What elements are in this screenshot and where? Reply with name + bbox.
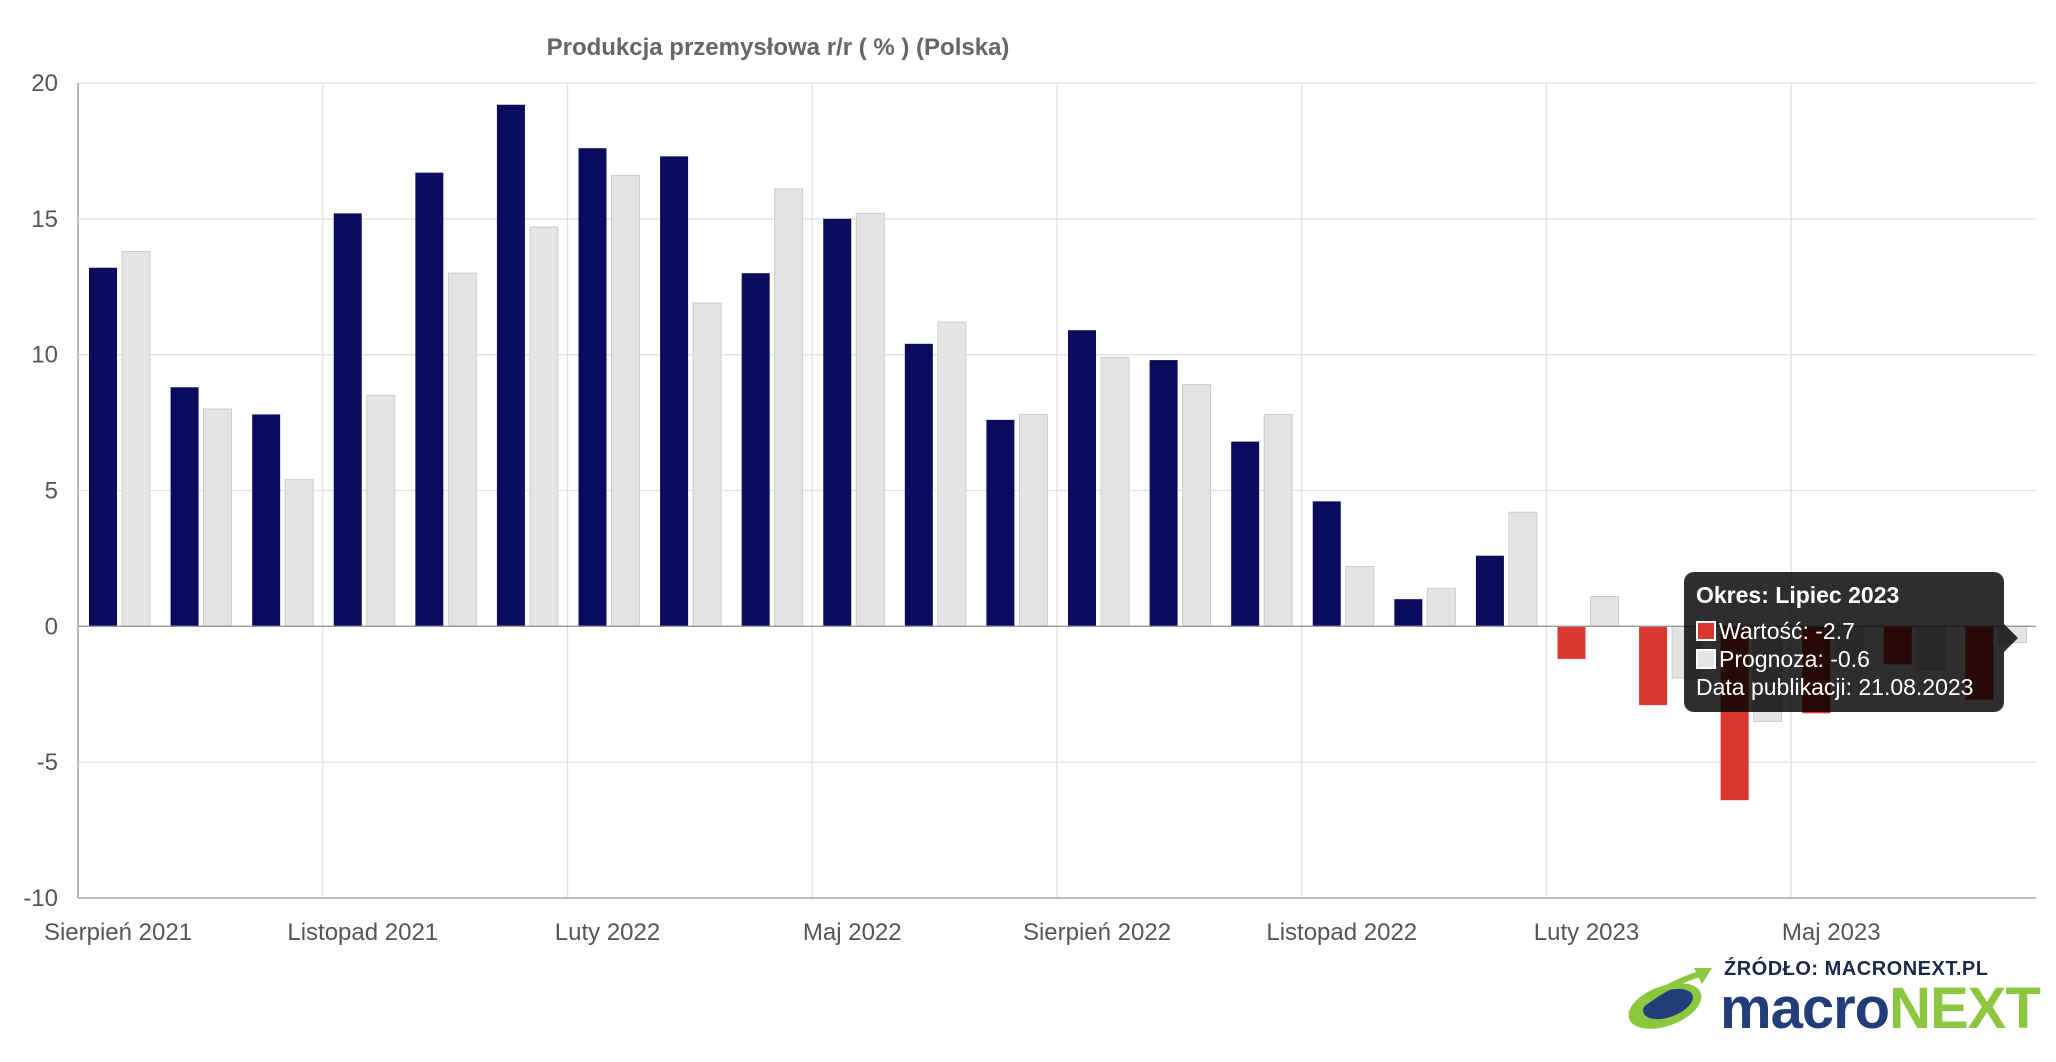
- bar-prognoza: [529, 226, 559, 627]
- bar-wartosc: [823, 218, 852, 627]
- value-swatch-icon: [1696, 621, 1716, 641]
- y-tick-label: 15: [31, 206, 58, 233]
- y-tick-label: 10: [31, 342, 58, 369]
- tooltip-title: Okres: Lipiec 2023: [1696, 582, 1900, 608]
- bar-wartosc: [1068, 330, 1096, 627]
- bar-prognoza: [1263, 413, 1293, 627]
- source-label: ŹRÓDŁO: MACRONEXT.PL: [1724, 958, 1989, 980]
- bar-wartosc: [986, 419, 1015, 627]
- x-tick-label: Maj 2023: [1782, 919, 1881, 946]
- bar-prognoza: [1345, 566, 1375, 627]
- bar-prognoza: [1508, 511, 1538, 627]
- bar-prognoza: [774, 188, 804, 627]
- bar-prognoza: [203, 408, 233, 627]
- bar-prognoza: [1018, 413, 1048, 627]
- bar-wartosc: [496, 104, 525, 627]
- source-branding: ŹRÓDŁO: MACRONEXT.PL macroNEXT: [1620, 958, 2041, 1038]
- bar-wartosc: [660, 156, 689, 627]
- bar-wartosc: [741, 273, 770, 627]
- bar-prognoza: [1182, 384, 1212, 627]
- x-tick-label: Luty 2023: [1534, 919, 1639, 946]
- tooltip-forecast: Prognoza: -0.6: [1719, 646, 1870, 672]
- tooltip-value-row: Wartość: -2.7: [1696, 617, 1992, 645]
- bar-prognoza: [937, 321, 967, 627]
- bar-prognoza: [366, 394, 396, 627]
- chart-tooltip: Okres: Lipiec 2023 Wartość: -2.7 Prognoz…: [1684, 572, 2018, 712]
- x-tick-label: Maj 2022: [803, 919, 902, 946]
- bar-wartosc: [578, 148, 607, 627]
- forecast-swatch-icon: [1696, 649, 1716, 669]
- chart-title: Produkcja przemysłowa r/r ( % ) (Polska): [547, 34, 1010, 61]
- bar-prognoza: [1590, 595, 1619, 627]
- y-tick-label: 20: [31, 70, 58, 97]
- bar-wartosc: [1149, 360, 1178, 627]
- bar-wartosc: [1557, 626, 1586, 659]
- bar-prognoza: [1100, 356, 1130, 627]
- y-tick-label: -10: [23, 885, 58, 912]
- bar-prognoza: [692, 302, 722, 627]
- bar-wartosc: [252, 414, 281, 627]
- y-tick-label: -5: [37, 749, 58, 776]
- bar-prognoza: [121, 250, 151, 627]
- bar-wartosc: [1475, 555, 1504, 627]
- x-tick-label: Luty 2022: [555, 919, 660, 946]
- bar-prognoza: [855, 212, 885, 627]
- x-tick-label: Listopad 2022: [1266, 919, 1417, 946]
- bar-prognoza: [447, 272, 477, 627]
- bar-prognoza: [1426, 587, 1456, 627]
- y-tick-label: 0: [45, 613, 58, 640]
- y-tick-label: 5: [45, 478, 58, 505]
- bar-wartosc: [1639, 626, 1668, 706]
- tooltip-value: Wartość: -2.7: [1719, 618, 1855, 644]
- logo-part-macro: macro: [1720, 976, 1890, 1041]
- x-tick-label: Sierpień 2022: [1023, 919, 1171, 946]
- x-tick-label: Listopad 2021: [287, 919, 438, 946]
- bar-prognoza: [284, 479, 314, 627]
- bar-wartosc: [1394, 599, 1423, 627]
- bar-wartosc: [89, 267, 117, 627]
- tooltip-date: Data publikacji: 21.08.2023: [1696, 674, 1974, 700]
- bar-wartosc: [415, 172, 444, 627]
- logo-part-next: NEXT: [1889, 976, 2041, 1041]
- x-tick-label: Sierpień 2021: [44, 919, 192, 946]
- bar-wartosc: [904, 343, 933, 627]
- globe-arrow-icon: [1628, 968, 1712, 1029]
- bar-wartosc: [333, 213, 362, 627]
- tooltip-date-row: Data publikacji: 21.08.2023: [1696, 673, 1992, 701]
- bar-wartosc: [1312, 501, 1341, 627]
- bar-wartosc: [170, 387, 199, 627]
- macronext-logo: macroNEXT: [1720, 980, 2041, 1038]
- axes: 20 15 10 5 0 -5 -10 Sierpień 2021 Listopad 2021 L…: [23, 70, 2036, 946]
- tooltip-forecast-row: Prognoza: -0.6: [1696, 645, 1992, 673]
- bar-wartosc: [1231, 441, 1260, 627]
- bar-prognoza: [611, 174, 640, 627]
